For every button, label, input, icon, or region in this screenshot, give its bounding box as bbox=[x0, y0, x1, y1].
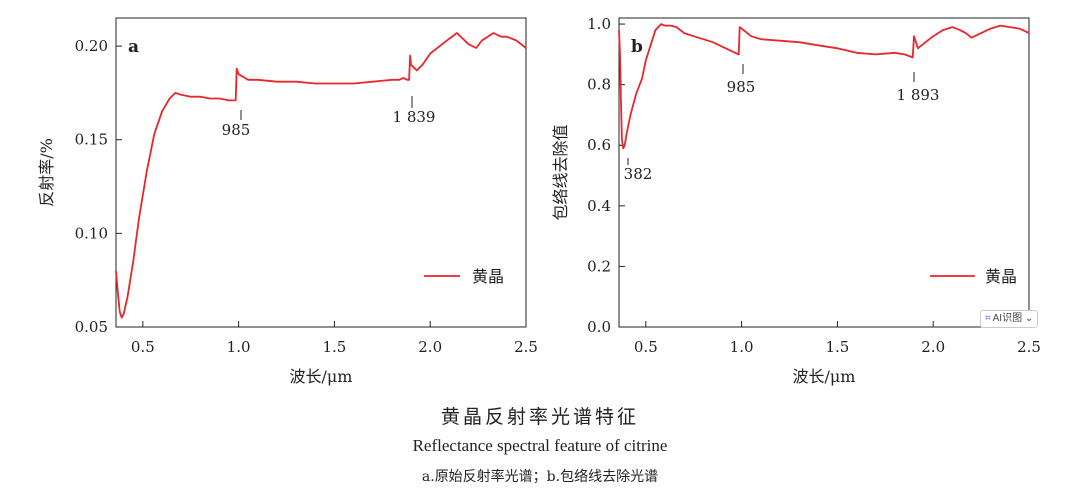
panel-b-xtick-label: 1.5 bbox=[825, 338, 849, 356]
panel-a-ytick-label: 0.20 bbox=[75, 37, 108, 55]
ai-badge-label: AI识图 bbox=[992, 313, 1023, 324]
panel-a-xtick-label: 2.0 bbox=[418, 338, 442, 356]
panel-a-ytick-label: 0.15 bbox=[75, 131, 108, 149]
panel-a-ylabel: 反射率/% bbox=[37, 138, 56, 207]
panel-b-xtick-label: 0.5 bbox=[634, 338, 658, 356]
ai-image-recognition-button[interactable]: ⌗ AI识图 ⌄ bbox=[980, 310, 1039, 328]
chevron-down-icon: ⌄ bbox=[1024, 313, 1034, 324]
panel-a-ytick-label: 0.10 bbox=[75, 224, 108, 242]
panel-b-legend-label: 黄晶 bbox=[985, 267, 1017, 286]
panel-a-xtick-label: 1.0 bbox=[227, 338, 251, 356]
panel-a-letter: a bbox=[128, 37, 139, 57]
panel-b-ytick-label: 0.4 bbox=[587, 197, 611, 215]
panel-a-legend-label: 黄晶 bbox=[472, 267, 504, 286]
panel-b-xtick-label: 2.0 bbox=[921, 338, 945, 356]
panel-a-annotation-label: 985 bbox=[222, 121, 251, 139]
panel-b-annotation-label: 985 bbox=[727, 78, 756, 96]
panel-a-annotation-label: 1 839 bbox=[393, 108, 436, 126]
figure-subcaption: a.原始反射率光谱；b.包络线去除光谱 bbox=[421, 469, 659, 485]
panel-b-annotation-label: 382 bbox=[624, 165, 653, 183]
panel-b-letter: b bbox=[631, 37, 643, 57]
panel-b-annotation-label: 1 893 bbox=[897, 86, 940, 104]
panel-b-xtick-label: 1.0 bbox=[730, 338, 754, 356]
figure-title-zh: 黄晶反射率光谱特征 bbox=[440, 406, 639, 428]
panel-a-xtick-label: 2.5 bbox=[514, 338, 538, 356]
figure-title-en: Reflectance spectral feature of citrine bbox=[412, 436, 668, 455]
panel-b-ytick-label: 1.0 bbox=[587, 15, 611, 33]
panel-b-xtick-label: 2.5 bbox=[1017, 338, 1041, 356]
panel-a-frame bbox=[115, 17, 527, 328]
panel-b-series-line bbox=[618, 23, 1030, 150]
ai-icon: ⌗ bbox=[985, 313, 991, 324]
panel-b-ytick-label: 0.0 bbox=[587, 318, 611, 336]
panel-a-ytick-label: 0.05 bbox=[75, 318, 108, 336]
panel-b-ytick-label: 0.6 bbox=[587, 136, 611, 154]
panel-b-frame bbox=[618, 17, 1030, 328]
panel-b-ytick-label: 0.8 bbox=[587, 76, 611, 94]
panel-b-ylabel: 包络线去除值 bbox=[551, 124, 570, 220]
panel-a-xtick-label: 0.5 bbox=[131, 338, 155, 356]
panel-b-xlabel: 波长/μm bbox=[793, 367, 856, 386]
panel-a-xlabel: 波长/μm bbox=[290, 367, 353, 386]
panel-a-xtick-label: 1.5 bbox=[322, 338, 346, 356]
panel-b-ytick-label: 0.2 bbox=[587, 257, 611, 275]
panel-a-series-line bbox=[115, 32, 527, 319]
